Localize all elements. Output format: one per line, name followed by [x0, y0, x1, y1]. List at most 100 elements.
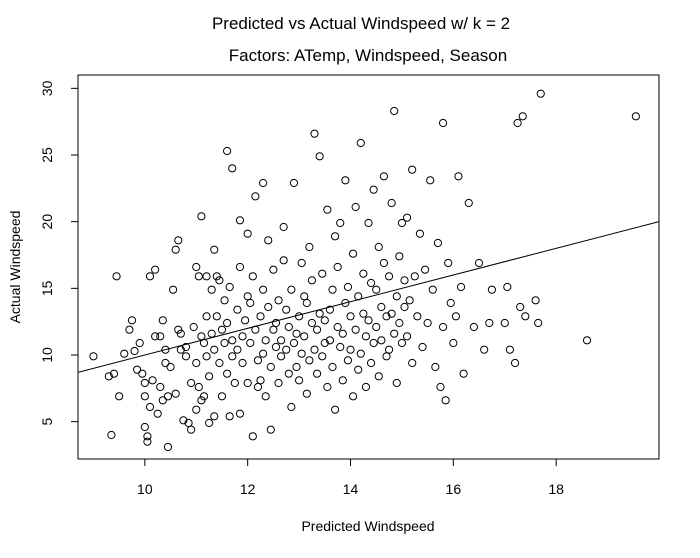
data-point — [215, 276, 224, 285]
data-point — [410, 272, 419, 281]
data-point — [202, 312, 211, 321]
data-point — [292, 362, 301, 372]
data-point — [194, 382, 203, 392]
data-point — [302, 389, 311, 398]
data-point — [107, 430, 116, 440]
data-point — [246, 338, 255, 348]
data-point — [256, 312, 265, 321]
data-point — [133, 365, 142, 374]
data-point — [454, 172, 463, 181]
data-point — [246, 298, 255, 308]
data-point — [228, 336, 237, 345]
data-point — [400, 302, 409, 312]
data-point — [294, 376, 304, 385]
y-axis-title: Actual Windspeed — [7, 211, 23, 324]
data-point — [369, 338, 378, 348]
data-point — [377, 302, 386, 312]
data-point — [282, 345, 291, 354]
data-point — [125, 325, 134, 334]
data-point — [171, 245, 180, 254]
data-point — [230, 378, 239, 388]
data-point — [202, 272, 211, 281]
data-point — [374, 242, 383, 252]
data-point — [212, 272, 221, 281]
data-point — [336, 218, 345, 228]
data-point — [474, 258, 484, 268]
data-point — [271, 342, 281, 352]
y-tick-label: 20 — [39, 214, 55, 230]
data-point — [109, 369, 119, 378]
data-point — [269, 265, 278, 274]
data-point — [333, 262, 342, 272]
data-point — [269, 325, 278, 334]
data-point — [235, 409, 245, 418]
data-point — [297, 258, 306, 268]
data-point — [279, 222, 288, 232]
data-point — [503, 282, 512, 292]
data-point — [402, 332, 412, 341]
data-point — [161, 358, 170, 368]
data-point — [197, 332, 206, 341]
data-point — [187, 425, 196, 434]
data-point — [464, 198, 473, 208]
data-point — [459, 369, 468, 378]
data-point — [287, 402, 296, 412]
data-point — [315, 309, 324, 318]
data-point — [158, 316, 167, 325]
data-point — [289, 338, 299, 348]
data-point — [148, 376, 157, 385]
data-point — [518, 112, 527, 121]
data-point — [420, 265, 430, 274]
data-point — [415, 229, 425, 238]
data-point — [582, 336, 592, 345]
data-point — [174, 325, 183, 334]
data-point — [192, 262, 201, 272]
data-point — [343, 282, 353, 292]
data-point — [202, 352, 211, 361]
data-point — [397, 218, 407, 228]
data-point — [320, 316, 329, 325]
data-point — [228, 352, 237, 361]
data-point — [395, 252, 404, 261]
data-point — [361, 382, 371, 392]
data-point — [372, 322, 381, 332]
data-point — [426, 176, 435, 185]
y-tick-label: 30 — [39, 80, 55, 96]
data-point — [205, 418, 214, 428]
data-point — [433, 238, 443, 248]
data-point — [351, 325, 360, 334]
x-axis: 10 12 14 16 18 — [137, 458, 564, 497]
data-point — [130, 346, 139, 356]
data-point — [187, 378, 196, 388]
data-point — [325, 305, 335, 314]
data-point — [166, 362, 175, 372]
data-point — [333, 322, 342, 332]
x-tick-label: 10 — [137, 481, 153, 497]
data-point — [323, 382, 332, 392]
data-point — [140, 422, 149, 432]
data-point — [392, 378, 401, 388]
data-point — [364, 218, 373, 228]
data-point — [485, 318, 494, 328]
data-point — [397, 338, 407, 348]
data-point — [377, 336, 386, 345]
data-point — [318, 269, 327, 278]
data-point — [390, 106, 399, 116]
data-point — [302, 298, 311, 308]
data-point — [153, 409, 162, 418]
data-point — [438, 322, 448, 332]
data-point — [120, 349, 129, 358]
data-point — [312, 369, 322, 378]
data-point — [505, 345, 514, 354]
data-point — [346, 345, 355, 354]
data-point — [235, 262, 245, 272]
data-point — [223, 318, 232, 328]
data-point — [369, 185, 378, 194]
data-point — [264, 236, 273, 245]
data-point — [379, 258, 389, 268]
data-point — [248, 272, 257, 281]
data-point — [330, 232, 340, 241]
data-point — [438, 118, 448, 128]
data-point — [243, 229, 252, 238]
data-point — [220, 338, 229, 348]
